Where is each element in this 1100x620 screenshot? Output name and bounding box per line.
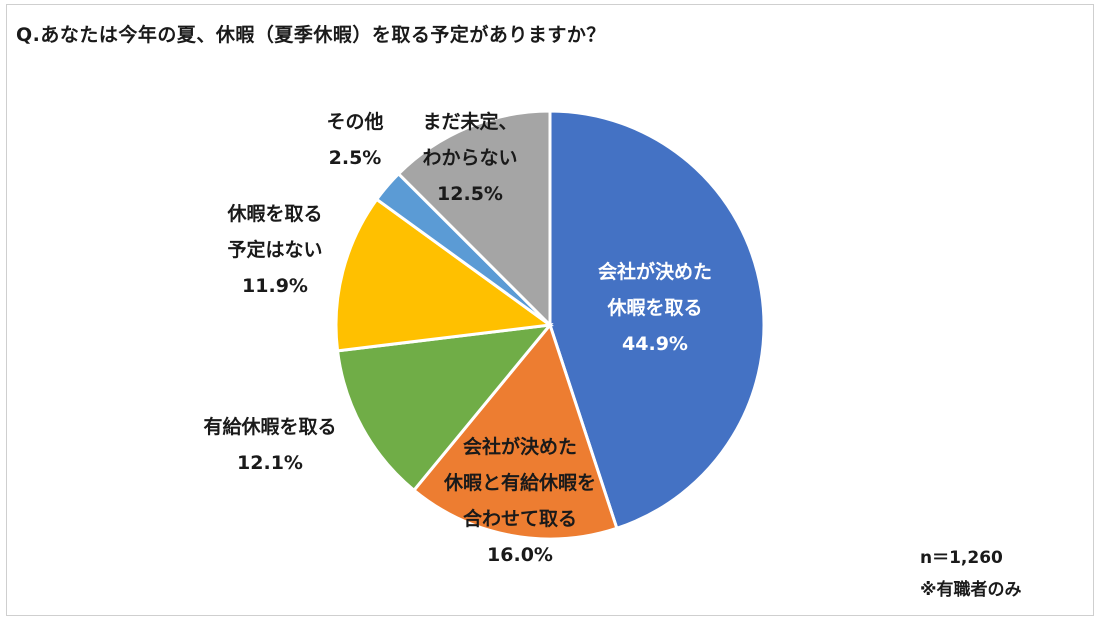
slice-label: その他 2.5% xyxy=(326,110,383,169)
slice-category-label: 会社が決めた xyxy=(598,260,712,283)
sample-size-note: n＝1,260 xyxy=(920,548,1003,568)
slice-label: まだ未定、わからない 12.5% xyxy=(422,110,517,205)
slice-value-label: 11.9% xyxy=(242,275,308,297)
pie-slice xyxy=(548,109,766,531)
slice-category-label: 合わせて取る xyxy=(463,507,577,530)
slice-label: 有給休暇を取る 12.1% xyxy=(203,415,336,474)
scope-note: ※有職者のみ xyxy=(920,580,1022,600)
slice-category-label: 有給休暇を取る xyxy=(203,415,336,438)
slice-category-label: 休暇と有給休暇を xyxy=(443,471,596,494)
pie-slice xyxy=(411,321,619,541)
slice-value-label: 12.1% xyxy=(237,452,303,474)
slice-value-label: 12.5% xyxy=(437,183,503,205)
pie-slice xyxy=(335,323,554,493)
slice-category-label: その他 xyxy=(326,110,383,133)
chart-title: Q.あなたは今年の夏、休暇（夏季休暇）を取る予定がありますか？ xyxy=(16,24,606,46)
pie-slice xyxy=(396,109,552,329)
slice-category-label: 会社が決めた xyxy=(463,435,577,458)
slice-category-label: まだ未定、 xyxy=(422,110,517,133)
pie-slice xyxy=(334,197,554,353)
slice-category-label: わからない xyxy=(422,147,517,169)
slice-category-label: 予定はない xyxy=(227,238,322,261)
slice-category-label: 休暇を取る xyxy=(226,203,322,225)
slice-value-label: 16.0% xyxy=(487,544,553,566)
slice-category-label: 休暇を取る xyxy=(606,297,702,319)
slice-value-label: 2.5% xyxy=(329,147,382,169)
slice-value-label: 44.9% xyxy=(622,333,688,355)
